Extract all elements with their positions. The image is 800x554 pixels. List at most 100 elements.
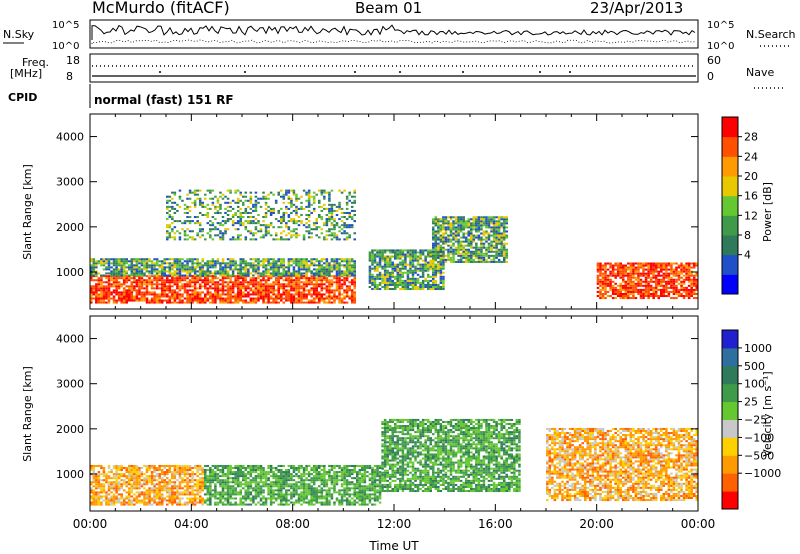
heatmap-cell — [290, 258, 293, 261]
heatmap-cell — [394, 269, 397, 272]
heatmap-cell — [292, 297, 296, 300]
heatmap-cell — [176, 464, 179, 467]
heatmap-cell — [682, 297, 686, 300]
heatmap-cell — [257, 285, 260, 288]
heatmap-cell — [102, 274, 106, 277]
heatmap-cell — [439, 281, 443, 284]
heatmap-cell — [695, 280, 698, 283]
heatmap-cell — [183, 211, 187, 214]
heatmap-cell — [639, 274, 643, 277]
heatmap-cell — [193, 291, 197, 294]
heatmap-cell — [138, 483, 141, 486]
heatmap-cell — [472, 218, 476, 221]
heatmap-cell — [383, 273, 387, 276]
heatmap-cell — [442, 263, 445, 266]
heatmap-cell — [654, 288, 658, 291]
heatmap-cell — [505, 252, 508, 255]
heatmap-cell — [247, 222, 250, 225]
heatmap-cell — [300, 287, 303, 290]
heatmap-cell — [267, 209, 270, 212]
heatmap-cell — [297, 301, 301, 304]
heatmap-cell — [249, 277, 253, 280]
heatmap-cell — [320, 289, 324, 292]
heatmap-cell — [211, 281, 215, 284]
heatmap-cell — [120, 503, 123, 506]
heatmap-cell — [409, 265, 412, 268]
heatmap-cell — [206, 299, 210, 302]
heatmap-cell — [110, 283, 113, 286]
colorbar-segment — [722, 254, 738, 275]
heatmap-cell — [176, 301, 179, 304]
heatmap-cell — [381, 273, 384, 276]
heatmap-cell — [138, 283, 141, 286]
heatmap-cell — [495, 228, 498, 231]
heatmap-cell — [639, 264, 643, 267]
heatmap-cell — [280, 277, 283, 280]
colorbar-tick-label: 4 — [744, 249, 751, 262]
heatmap-cell — [675, 268, 678, 271]
heatmap-cell — [457, 260, 460, 263]
heatmap-cell — [178, 499, 182, 502]
heatmap-cell — [160, 266, 164, 269]
heatmap-cell — [143, 483, 146, 486]
heatmap-cell — [272, 283, 275, 286]
heatmap-cell — [95, 291, 98, 294]
heatmap-cell — [158, 501, 161, 504]
heatmap-cell — [269, 291, 273, 294]
heatmap-cell — [632, 295, 635, 298]
heatmap-cell — [231, 285, 235, 288]
heatmap-cell — [148, 464, 151, 467]
heatmap-cell — [148, 281, 151, 284]
heatmap-cell — [128, 264, 131, 267]
heatmap-cell — [335, 222, 339, 225]
heatmap-cell — [168, 274, 172, 277]
heatmap-cell — [280, 274, 283, 277]
heatmap-cell — [432, 263, 435, 266]
heatmap-cell — [665, 290, 668, 293]
heatmap-cell — [115, 270, 118, 273]
heatmap-cell — [416, 257, 420, 260]
heatmap-cell — [632, 280, 635, 283]
heatmap-cell — [168, 285, 172, 288]
heatmap-cell — [145, 297, 149, 300]
heatmap-cell — [665, 276, 668, 279]
heatmap-cell — [328, 193, 331, 196]
heatmap-cell — [386, 271, 389, 274]
heatmap-cell — [158, 293, 161, 296]
heatmap-cell — [224, 201, 227, 204]
heatmap-cell — [231, 199, 235, 202]
heatmap-cell — [505, 248, 508, 251]
heatmap-cell — [411, 261, 415, 264]
heatmap-cell — [338, 274, 341, 277]
heatmap-cell — [120, 270, 123, 273]
heatmap-cell — [348, 199, 351, 202]
heatmap-cell — [234, 201, 237, 204]
nave-tick-top: 60 — [707, 54, 721, 67]
heatmap-cell — [353, 264, 356, 267]
heatmap-cell — [249, 232, 253, 235]
heatmap-cell — [323, 203, 326, 206]
heatmap-cell — [171, 489, 174, 492]
heatmap-cell — [406, 285, 410, 289]
freq-label-2: [MHz] — [10, 67, 42, 80]
heatmap-cell — [396, 273, 400, 276]
heatmap-cell — [437, 246, 440, 249]
heatmap-cell — [502, 260, 506, 263]
heatmap-cell — [95, 487, 98, 490]
heatmap-cell — [254, 285, 258, 288]
heatmap-cell — [644, 272, 648, 275]
heatmap-cell — [472, 238, 476, 241]
heatmap-cell — [173, 211, 177, 214]
heatmap-cell — [295, 197, 298, 200]
heatmap-cell — [596, 264, 600, 267]
heatmap-cell — [130, 464, 134, 467]
heatmap-cell — [125, 485, 128, 488]
heatmap-cell — [148, 491, 151, 494]
heatmap-cell — [495, 220, 498, 223]
heatmap-cell — [221, 258, 225, 261]
heatmap-cell — [328, 216, 331, 219]
heatmap-cell — [414, 257, 417, 260]
heatmap-cell — [153, 489, 156, 492]
heatmap-cell — [216, 199, 220, 202]
heatmap-cell — [432, 271, 435, 274]
